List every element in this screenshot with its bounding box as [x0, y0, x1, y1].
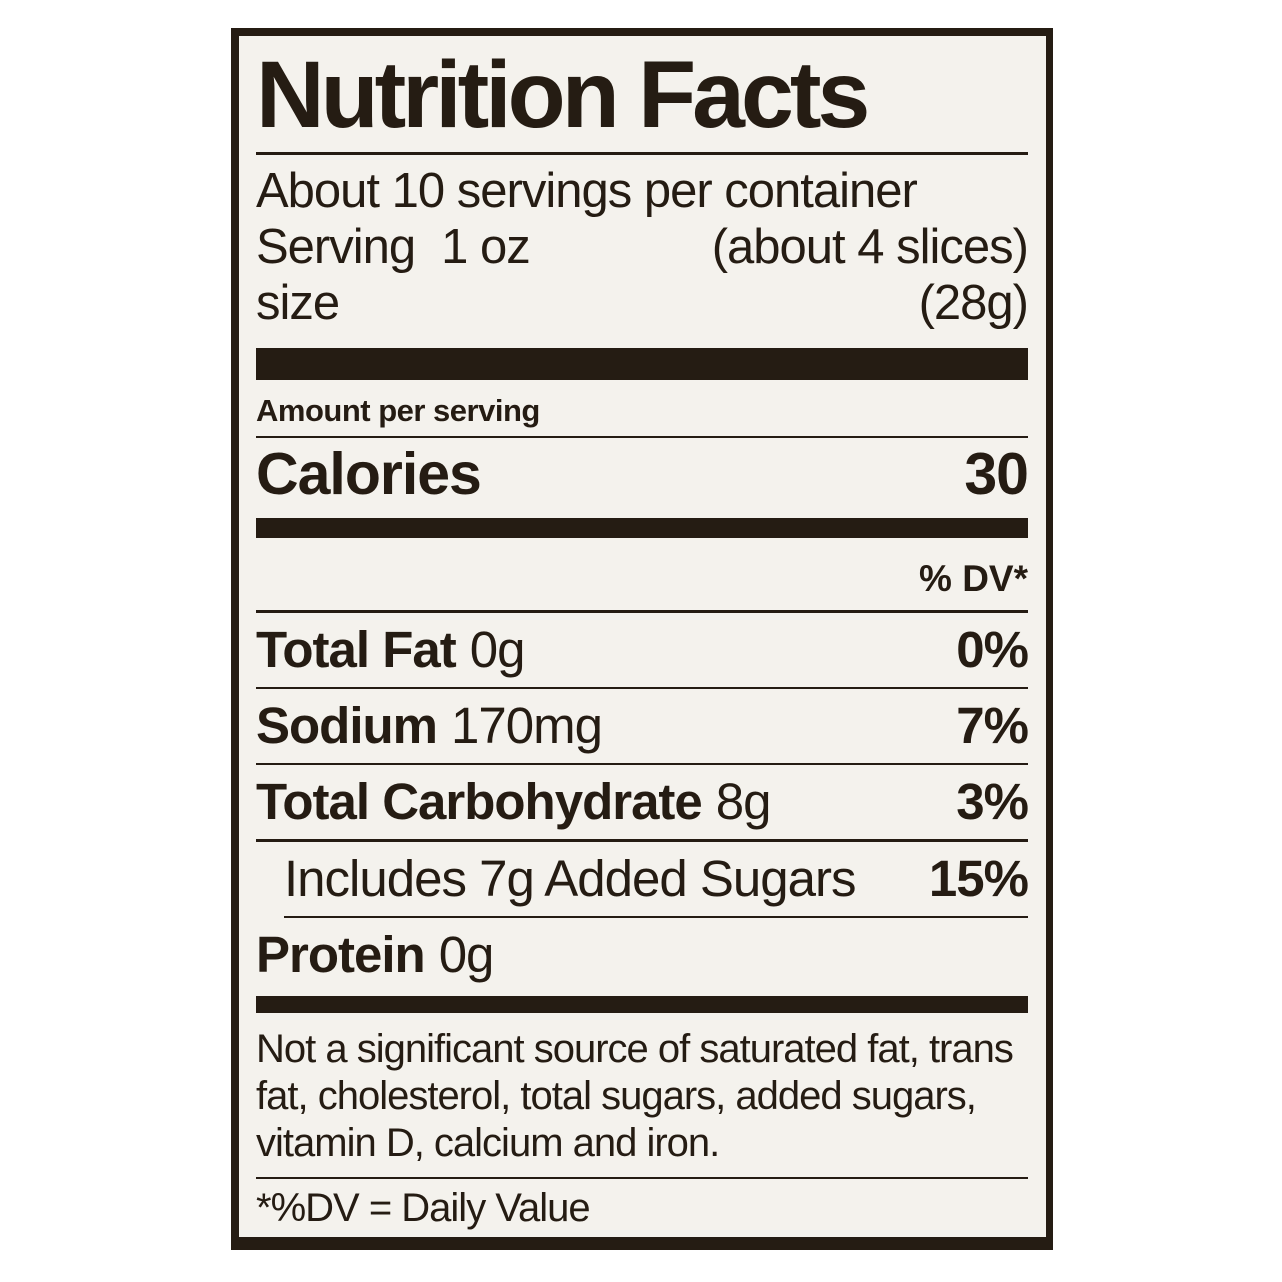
- divider-dv-header: [256, 610, 1028, 613]
- nutrient-row-protein: Protein 0g: [256, 918, 1028, 992]
- nutrient-amount: 0g: [438, 925, 495, 983]
- nutrient-amount: 8g: [715, 773, 772, 831]
- nutrient-name: Sodium: [256, 696, 438, 754]
- protein-bar-thick: [256, 995, 1028, 1014]
- nutrient-name: Includes 7g Added Sugars: [284, 849, 856, 907]
- daily-value-definition: *%DV = Daily Value: [256, 1185, 591, 1230]
- serving-size-label-line2: size: [256, 275, 340, 330]
- label-title: Nutrition Facts: [256, 42, 870, 148]
- calories-row: Calories 30: [256, 440, 1029, 507]
- divider-after-added-sugars: [284, 915, 1028, 918]
- nutrient-row-total-fat: Total Fat 0g 0%: [256, 613, 1029, 687]
- nutrient-name: Total Carbohydrate: [256, 773, 703, 831]
- not-significant-source-note: Not a significant source of saturated fa…: [256, 1027, 1014, 1166]
- title-divider: [256, 151, 1028, 155]
- serving-size-label-line1: Serving: [256, 219, 416, 274]
- nutrient-amount: 170mg: [451, 696, 603, 754]
- nutrient-row-added-sugars: Includes 7g Added Sugars 15%: [256, 842, 1029, 916]
- servings-per-container: About 10 servings per container: [256, 163, 918, 218]
- divider-after-carbohydrate: [256, 839, 1028, 842]
- divider-after-total-fat: [256, 686, 1028, 689]
- nutrient-dv: 15%: [928, 849, 1029, 907]
- divider-footnote: [256, 1176, 1028, 1179]
- nutrient-name: Total Fat: [256, 620, 457, 678]
- nutrient-row-sodium: Sodium 170mg 7%: [256, 689, 1029, 763]
- serving-size-row-2: size (28g): [256, 275, 1029, 332]
- nutrient-dv: 0%: [956, 620, 1029, 678]
- calories-label: Calories: [256, 440, 482, 507]
- amount-per-serving-label: Amount per serving: [256, 392, 540, 428]
- amount-per-serving-divider: [256, 435, 1028, 438]
- calories-bar-thick: [256, 517, 1028, 539]
- nutrient-name: Protein: [256, 925, 426, 983]
- daily-value-header: % DV*: [919, 558, 1028, 600]
- serving-size-equivalent: (about 4 slices): [711, 219, 1029, 274]
- section-bar-thick: [256, 347, 1028, 380]
- nutrition-facts-label: Nutrition Facts About 10 servings per co…: [231, 28, 1053, 1250]
- divider-after-sodium: [256, 762, 1028, 766]
- calories-value: 30: [964, 440, 1029, 507]
- nutrient-dv: 7%: [956, 696, 1029, 754]
- serving-size-amount: 1 oz: [441, 219, 531, 274]
- serving-size-grams: (28g): [918, 275, 1029, 330]
- nutrient-dv: 3%: [956, 773, 1029, 831]
- serving-size-row-1: Serving 1 oz (about 4 slices): [256, 219, 1029, 276]
- nutrient-row-total-carbohydrate: Total Carbohydrate 8g 3%: [256, 765, 1029, 839]
- nutrient-amount: 0g: [469, 620, 526, 678]
